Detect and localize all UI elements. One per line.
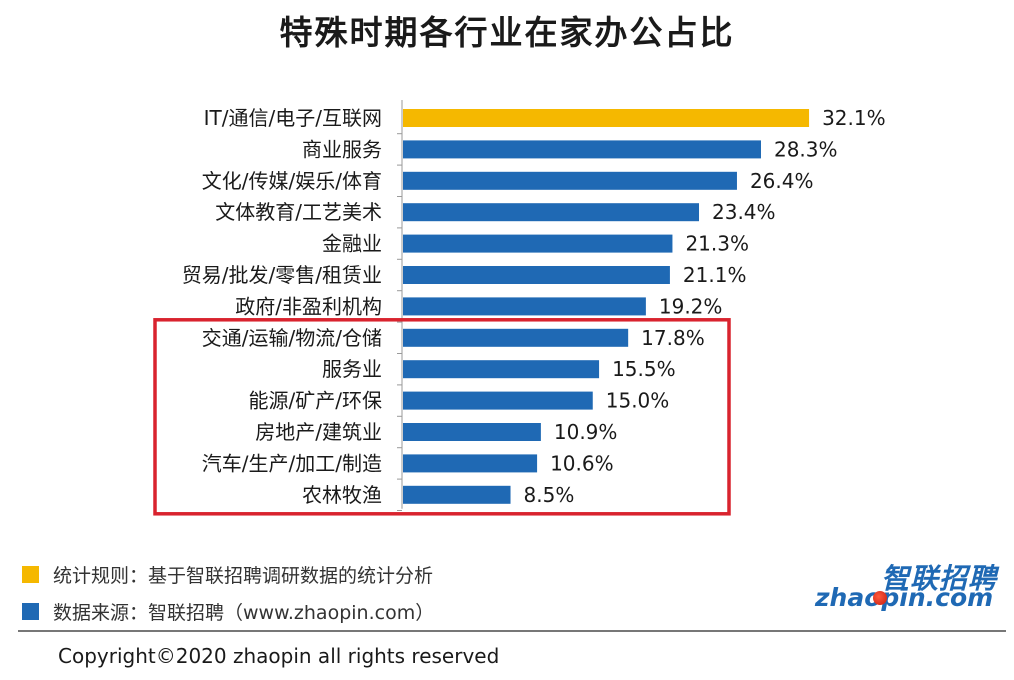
footer-divider — [18, 630, 1006, 632]
copyright-text: Copyright©2020 zhaopin all rights reserv… — [58, 644, 500, 668]
highlight-box — [153, 318, 731, 516]
category-label: 交通/运输/物流/仓储 — [202, 326, 382, 350]
category-label: 文化/传媒/娱乐/体育 — [202, 169, 382, 193]
category-label: 农林牧渔 — [302, 483, 382, 507]
category-label: 文体教育/工艺美术 — [215, 200, 382, 224]
bar — [403, 171, 737, 190]
category-label: 汽车/生产/加工/制造 — [202, 451, 382, 475]
bar — [403, 423, 541, 441]
category-label: 商业服务 — [302, 137, 382, 161]
bar — [403, 454, 538, 473]
value-label: 21.1% — [683, 263, 747, 287]
bar — [403, 203, 700, 222]
category-label: 政府/非盈利机构 — [235, 294, 382, 318]
legend-yellow-swatch — [22, 565, 39, 583]
bar-chart: IT/通信/电子/互联网 32.1% 商业服务 28.3% 文化/传媒/娱乐/体育 26.… — [153, 100, 886, 516]
bar — [403, 328, 629, 347]
legend-blue-swatch — [22, 602, 39, 620]
bar — [403, 140, 761, 159]
chart-title: 特殊时期各行业在家办公占比 — [279, 13, 735, 52]
category-label: IT/通信/电子/互联网 — [204, 106, 382, 130]
zhaopin-logo: 智联招聘 zhaopin.com — [815, 555, 1005, 630]
bar — [403, 485, 511, 504]
legend-source: 数据来源：智联招聘（www.zhaopin.com） — [22, 598, 434, 624]
value-label: 10.9% — [554, 420, 618, 444]
bar — [403, 391, 593, 410]
category-label: 贸易/批发/零售/租赁业 — [182, 263, 382, 287]
legend-rule-text: 统计规则：基于智联招聘调研数据的统计分析 — [53, 564, 434, 587]
value-label: 17.8% — [641, 326, 705, 350]
bar — [403, 360, 600, 379]
value-label: 10.6% — [550, 451, 614, 475]
bar — [403, 297, 646, 316]
value-label: 23.4% — [712, 200, 776, 224]
value-label: 28.3% — [774, 137, 838, 161]
value-label: 15.0% — [606, 389, 670, 413]
logo-ball-icon — [873, 591, 887, 605]
category-label: 金融业 — [322, 232, 382, 256]
value-label: 15.5% — [612, 357, 676, 381]
value-label: 26.4% — [750, 169, 814, 193]
logo-cn-text: 智联招聘 — [880, 562, 997, 595]
logo-en-text: zhaopin.com — [815, 583, 994, 612]
value-label: 19.2% — [659, 294, 723, 318]
category-label: 能源/矿产/环保 — [249, 389, 382, 413]
value-label: 8.5% — [524, 483, 575, 507]
bar — [403, 266, 670, 284]
category-label: 房地产/建筑业 — [255, 420, 382, 444]
bar — [403, 234, 673, 253]
legend-source-text: 数据来源：智联招聘（www.zhaopin.com） — [53, 601, 435, 624]
legend-rule: 统计规则：基于智联招聘调研数据的统计分析 — [22, 561, 433, 587]
value-label: 21.3% — [685, 232, 749, 256]
value-label: 32.1% — [822, 106, 886, 130]
category-label: 服务业 — [322, 357, 382, 381]
bar — [403, 109, 810, 127]
